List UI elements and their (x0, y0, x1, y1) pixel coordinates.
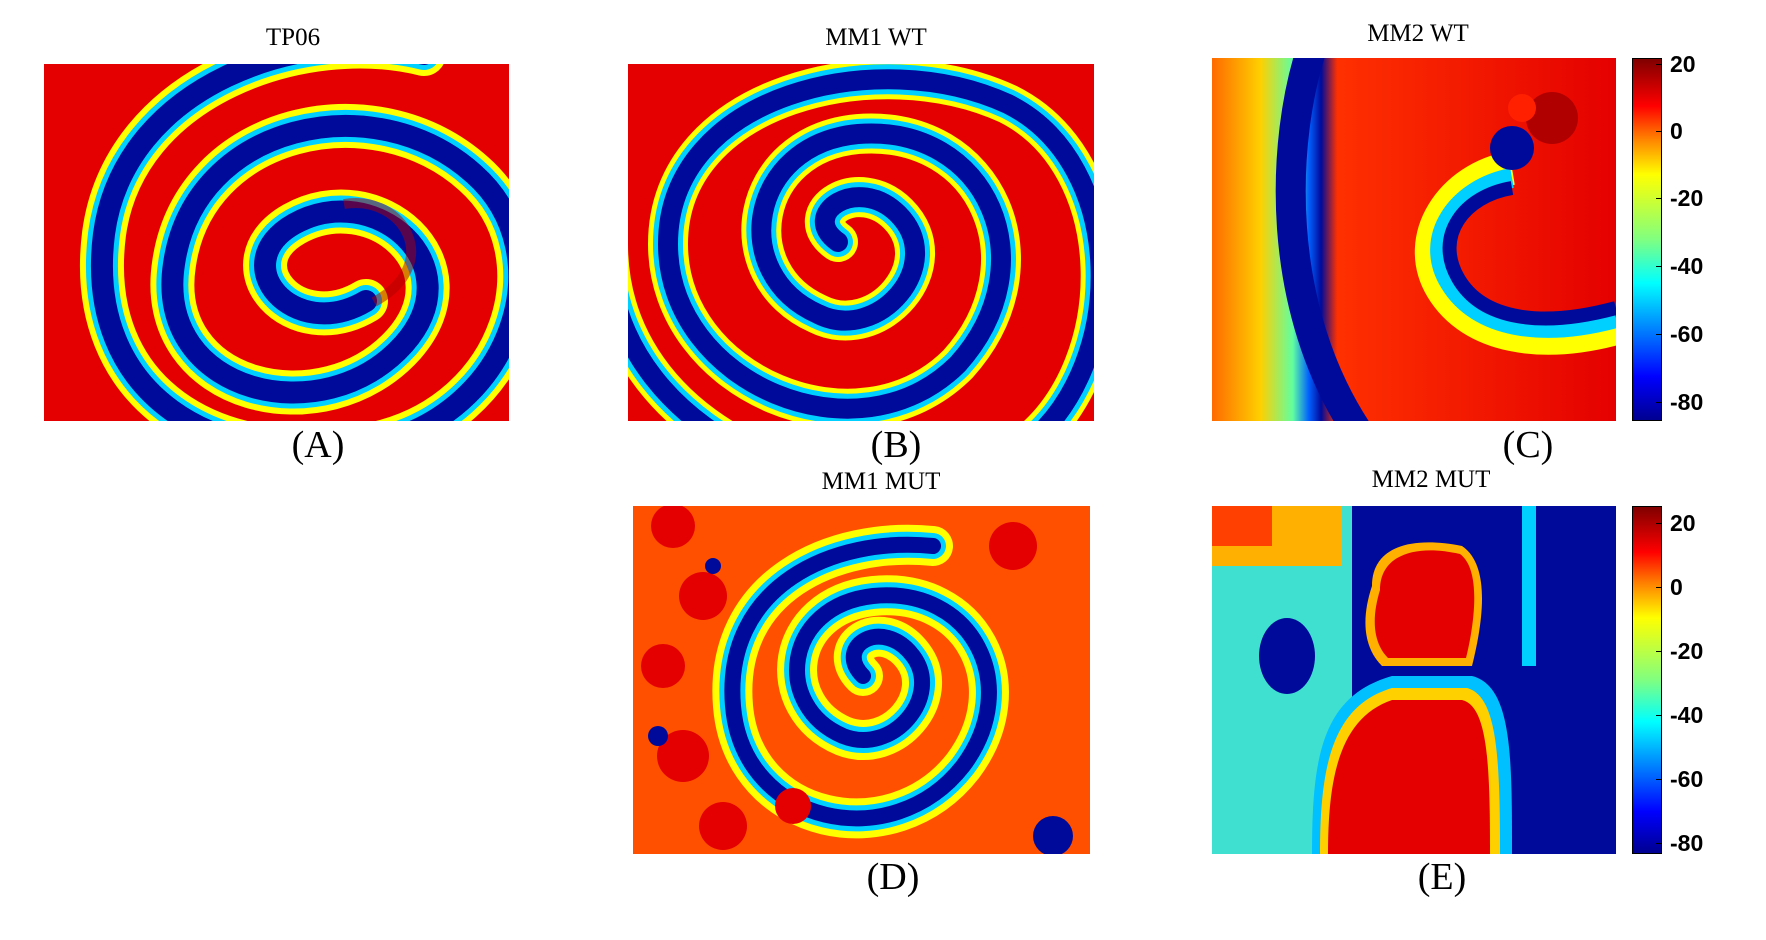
colorbar-bottom-tickmark (1656, 715, 1662, 716)
colorbar-bottom (1632, 506, 1662, 854)
colorbar-top-tickmark (1656, 334, 1662, 335)
colorbar-top-tick-label: -60 (1670, 321, 1704, 347)
panel-b-label: (B) (870, 424, 922, 466)
panel-a-label: (A) (291, 424, 345, 466)
colorbar-bottom-tickmark (1656, 843, 1662, 844)
colorbar-bottom-tick-label: -80 (1670, 830, 1704, 856)
colorbar-top-tick-label: 0 (1670, 118, 1683, 144)
colorbar-top (1632, 58, 1662, 421)
colorbar-bottom-tick-label: -40 (1670, 702, 1704, 728)
colorbar-bottom-tick-label: -60 (1670, 766, 1704, 792)
colorbar-top-tick-label: -80 (1670, 389, 1704, 415)
colorbar-top-tickmark (1656, 266, 1662, 267)
panel-e-label: (E) (1417, 856, 1467, 898)
colorbar-top-tickmark (1656, 131, 1662, 132)
panel-d-title: MM1 MUT (821, 468, 941, 495)
panel-a-title: TP06 (265, 24, 321, 51)
panel-a-image (44, 64, 509, 421)
panel-d-image (633, 506, 1090, 854)
colorbar-bottom-tickmark (1656, 779, 1662, 780)
panel-d-label: (D) (866, 856, 920, 898)
panel-b-title: MM1 WT (825, 24, 927, 51)
colorbar-top-tick-label: -40 (1670, 253, 1704, 279)
panel-c-image (1212, 58, 1616, 421)
colorbar-bottom-tick-label: 0 (1670, 574, 1683, 600)
colorbar-bottom-tick-label: -20 (1670, 638, 1704, 664)
colorbar-bottom-tick-label: 20 (1670, 510, 1696, 536)
colorbar-bottom-tickmark (1656, 523, 1662, 524)
colorbar-bottom-tickmark (1656, 651, 1662, 652)
colorbar-top-tick-label: 20 (1670, 51, 1696, 77)
colorbar-top-tickmark (1656, 198, 1662, 199)
panel-c-label: (C) (1502, 424, 1554, 466)
panel-e-image (1212, 506, 1616, 854)
colorbar-top-tick-label: -20 (1670, 185, 1704, 211)
panel-e-title: MM2 MUT (1371, 466, 1491, 493)
colorbar-top-tickmark (1656, 402, 1662, 403)
panel-b-image (628, 64, 1094, 421)
colorbar-top-tickmark (1656, 64, 1662, 65)
colorbar-bottom-tickmark (1656, 587, 1662, 588)
panel-c-title: MM2 WT (1367, 20, 1469, 47)
